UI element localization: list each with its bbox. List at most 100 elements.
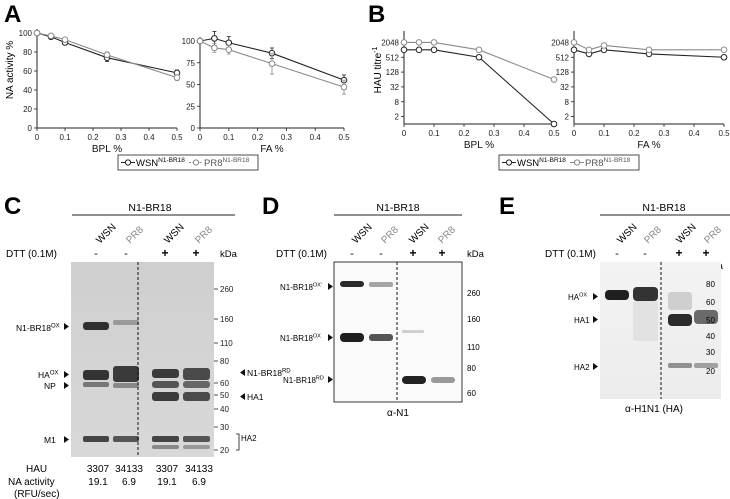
na-activity-unit: (RFU/sec) [14,489,60,499]
y-tick-label: 2048 [381,38,399,47]
ladder-mark: 260 [220,285,234,294]
dtt-sign: + [409,246,416,260]
band-label: HA1 [574,316,590,325]
gel-band [113,436,139,442]
panel-b-bpl-plot: 0 0.1 0.2 0.3 0.4 0.5 2 8 32 128 512 2048 BPL % [381,31,560,151]
kda-label: kDa [220,249,238,260]
gel-band [152,369,179,378]
panel-a-letter: A [4,1,21,28]
x-tick-label: 0.3 [115,133,127,142]
arrow-left-icon [240,369,245,376]
band-label-base: N1-BR18 [283,376,316,385]
data-point [173,74,181,81]
panel-c-right-labels: N1-BR18RD HA1 HA2 [236,368,291,451]
band-label: N1-BR18RD [283,376,324,386]
panel-e-ladder: 80 60 50 40 30 20 [706,280,715,376]
y-tick-label: 100 [19,29,33,38]
y-tick-label: 2048 [551,38,569,47]
data-point [585,46,593,54]
panel-d: D N1-BR18 WSN PR8 WSN PR8 DTT (0.1M) - -… [262,193,485,419]
y-tick-label: 128 [556,68,570,77]
arrow-right-icon [64,371,69,378]
ladder-mark: 60 [467,389,476,398]
y-tick-label: 512 [556,53,570,62]
x-axis-label: BPL % [92,144,122,155]
data-point [61,36,69,43]
lane-label: PR8 [642,224,664,246]
blot-band [694,363,718,368]
data-point [415,39,423,46]
panel-a-fa-plot: 0 0.1 0.2 0.3 0.4 0.5 0 25 50 75 100 FA % [182,31,350,155]
blot-band [668,314,692,326]
lane-label: WSN [94,222,118,246]
panel-a-legend: WSNN1-BR18 PR8N1-BR18 [117,154,259,171]
band-label-sup: OX [313,334,321,340]
panel-b-letter: B [368,1,385,28]
gel-band [183,368,210,380]
legend-pr8-sup: N1-BR18 [603,157,630,164]
panel-b-legend-box [498,154,640,171]
arrow-left-icon [240,393,245,400]
blot-band [340,333,364,342]
ladder-mark: 160 [220,315,234,324]
x-tick-label: 0.2 [252,133,264,142]
y-tick-label: 8 [565,98,570,107]
panel-a-legend-wsn: WSNN1-BR18 [136,157,185,169]
panel-e: E N1-BR18 WSN PR8 WSN PR8 DTT (0.1M) - -… [499,193,730,415]
dtt-sign: + [675,246,682,260]
na-activity-value: 19.1 [88,477,108,488]
dtt-sign: - [350,248,354,260]
legend-pr8-base: PR8 [204,158,222,169]
lane-label: WSN [674,222,698,246]
data-point [103,51,111,59]
lane-label: PR8 [124,224,146,246]
gel-band [152,445,179,449]
panel-c-header: N1-BR18 [128,202,171,214]
legend-wsn-base: WSN [136,158,158,169]
x-tick-label: 0.3 [658,129,670,138]
ladder-mark: 20 [706,367,715,376]
x-tick-label: 0.3 [281,133,293,142]
na-activity-value: 6.9 [122,477,136,488]
gel-band [83,382,109,387]
ladder-mark: 110 [467,343,480,352]
panel-b-ylabel-sup: -1 [372,47,379,53]
panel-c-letter: C [4,193,21,220]
gel-band [183,436,210,442]
ladder-mark: 80 [706,280,715,289]
gel-band [183,392,210,401]
gel-band [83,436,109,442]
x-tick-label: 0.3 [488,129,500,138]
x-tick-label: 0.2 [458,129,470,138]
ladder-mark: 40 [220,405,229,414]
y-tick-label: 8 [395,98,400,107]
ladder-mark: 20 [220,446,229,455]
x-tick-label: 0.5 [548,129,560,138]
x-axis-label: FA % [637,140,660,151]
data-point [196,37,204,45]
panel-b-ylabel: HAU titre-1 [372,47,384,94]
series-line [404,49,555,125]
blot-band [402,376,426,384]
hau-label: HAU [26,464,47,475]
x-tick-label: 0.1 [223,133,235,142]
coomassie-gel [71,262,214,457]
bracket-icon [236,433,240,451]
blot-bands [340,281,455,384]
x-tick-label: 0.2 [628,129,640,138]
lane-label: WSN [350,222,374,246]
hau-value: 3307 [156,464,179,475]
band-label-base: HA [568,293,580,302]
y-tick-label: 32 [560,83,569,92]
x-axis-label: BPL % [464,140,494,151]
data-point [415,46,423,54]
na-activity-value: 19.1 [157,477,177,488]
x-tick-label: 0.4 [143,133,155,142]
y-tick-label: 0 [191,124,196,133]
kda-label: kDa [467,249,485,260]
panel-e-left-labels: HAOX HA1 HA2 [568,293,598,372]
dtt-label: DTT (0.1M) [276,249,327,260]
panel-c: C N1-BR18 WSN PR8 WSN PR8 DTT (0.1M) - -… [4,193,291,499]
na-activity-value: 6.9 [192,477,206,488]
x-tick-label: 0.5 [338,133,350,142]
